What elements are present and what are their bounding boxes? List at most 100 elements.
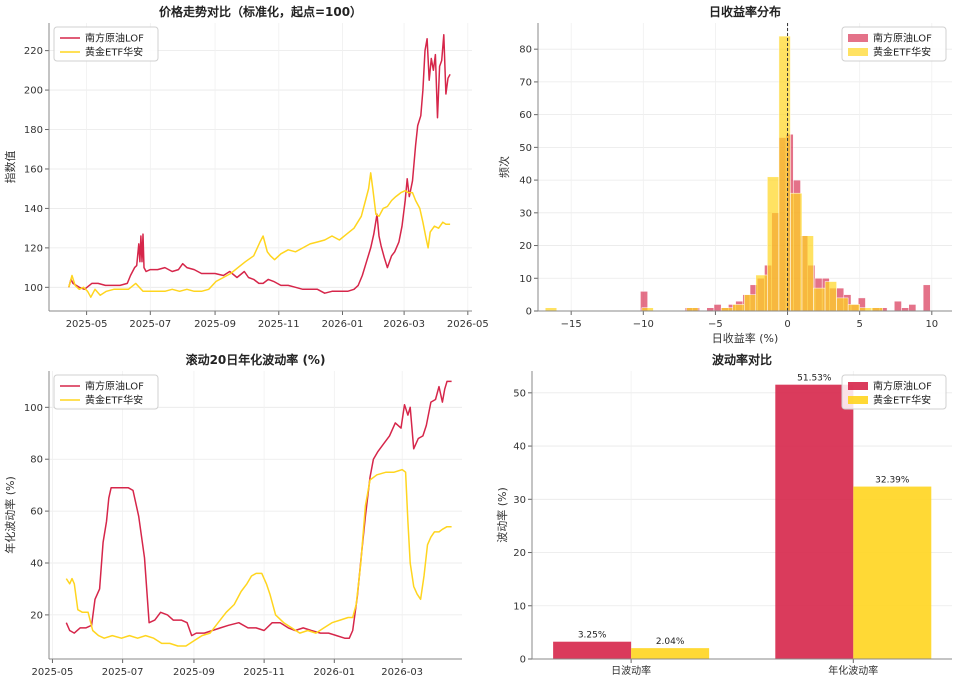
vol-x-tick-label: 2025-11 [243,667,285,678]
hist-y-tick-label: 0 [526,307,532,318]
volcmp-y-tick-label: 10 [513,601,526,612]
hist-bar-1 [790,192,803,312]
volcmp-bar-1 [631,648,710,659]
price-x-tick-label: 2026-03 [383,319,425,330]
hist-bar-0 [894,300,902,312]
hist-title: 日收益率分布 [709,4,781,19]
hist-x-axis-label: 日收益率 (%) [712,331,779,345]
hist-y-tick-label: 70 [519,77,532,88]
vol-y-tick-label: 80 [30,455,43,466]
hist-x-tick-label: 0 [784,319,790,330]
price-y-axis-label: 指数值 [3,151,17,184]
volcmp-title: 波动率对比 [712,352,772,367]
hist-bar-1 [767,176,780,312]
hist-legend-swatch [848,48,868,56]
hist-bar-0 [922,284,931,312]
volcmp-bar-0 [775,384,854,659]
hist-y-axis-label: 频次 [497,156,511,178]
hist-y-tick-label: 10 [519,274,532,285]
price-y-tick-label: 180 [24,125,43,136]
volcmp-y-tick-label: 40 [513,442,526,453]
hist-plot-area [538,23,952,311]
price-series-line-1 [68,172,451,298]
volcmp-data-label: 3.25% [578,631,607,641]
volcmp-y-tick-label: 0 [520,655,526,666]
hist-bar-1 [813,287,826,312]
hist-bar-1 [778,35,791,312]
vol-series-line-0 [65,380,452,639]
hist-bar-1 [847,304,860,312]
vol-legend-label: 黄金ETF华安 [85,394,143,407]
vol-x-tick-label: 2025-09 [173,667,215,678]
volcmp-data-label: 51.53% [797,374,832,384]
price-title: 价格走势对比（标准化，起点=100） [159,4,362,19]
vol-series-line-1 [65,468,452,647]
vol-x-tick-label: 2025-05 [32,667,74,678]
vol-plot-area [49,371,462,659]
vol-x-tick-label: 2025-07 [102,667,144,678]
vol-x-tick-label: 2026-01 [313,667,355,678]
hist-x-tick-label: −5 [708,319,723,330]
price-y-tick-label: 120 [24,243,43,254]
volcmp-bar-0 [553,641,632,659]
price-y-tick-label: 160 [24,164,43,175]
vol-title: 滚动20日年化波动率 (%) [186,352,326,367]
volcmp-legend-swatch [848,382,868,390]
price-y-tick-label: 200 [24,86,43,97]
vol-y-tick-label: 60 [30,507,43,518]
hist-bar-1 [801,235,814,312]
hist-y-tick-label: 60 [519,110,532,121]
price-y-tick-label: 140 [24,204,43,215]
price-y-tick-label: 100 [24,283,43,294]
hist-y-tick-label: 30 [519,208,532,219]
hist-bar-1 [732,304,745,312]
volcmp-legend-label: 黄金ETF华安 [873,394,931,407]
hist-bar-1 [744,294,757,312]
hist-legend-label: 南方原油LOF [873,32,932,45]
price-legend-label: 南方原油LOF [85,32,144,45]
hist-bar-1 [836,297,849,312]
price-legend-label: 黄金ETF华安 [85,46,143,59]
price-plot-area [49,23,472,311]
volcmp-legend-swatch [848,396,868,404]
volcmp-x-tick-label: 日波动率 [611,664,651,677]
hist-bar-0 [713,304,722,312]
hist-x-tick-label: 5 [856,319,862,330]
hist-bar-1 [755,274,768,312]
volcmp-legend-label: 南方原油LOF [873,380,932,393]
volcmp-y-axis-label: 波动率 (%) [495,487,509,543]
volcmp-data-label: 32.39% [875,476,910,486]
price-x-tick-label: 2025-09 [194,319,236,330]
hist-bar-0 [908,304,917,312]
volcmp-data-label: 2.04% [656,637,685,647]
price-x-tick-label: 2026-05 [447,319,489,330]
hist-y-tick-label: 50 [519,143,532,154]
price-x-tick-label: 2025-07 [129,319,171,330]
vol-x-tick-label: 2026-03 [381,667,423,678]
price-x-tick-label: 2026-01 [322,319,364,330]
price-y-tick-label: 220 [24,46,43,57]
vol-y-tick-label: 20 [30,610,43,621]
volcmp-y-tick-label: 50 [513,388,526,399]
vol-y-axis-label: 年化波动率 (%) [3,476,17,554]
hist-y-tick-label: 40 [519,176,532,187]
volcmp-y-tick-label: 30 [513,495,526,506]
vol-y-tick-label: 40 [30,559,43,570]
hist-legend-label: 黄金ETF华安 [873,46,931,59]
vol-legend-label: 南方原油LOF [85,380,144,393]
hist-x-tick-label: 10 [925,319,938,330]
price-x-tick-label: 2025-05 [66,319,108,330]
vol-y-tick-label: 100 [24,403,43,414]
price-x-tick-label: 2025-11 [258,319,300,330]
volcmp-y-tick-label: 20 [513,548,526,559]
volcmp-bar-1 [853,486,932,659]
volcmp-x-tick-label: 年化波动率 [828,664,878,677]
hist-x-tick-label: −10 [633,319,654,330]
hist-legend-swatch [848,34,868,42]
hist-y-tick-label: 20 [519,241,532,252]
price-series-line-0 [68,34,451,294]
hist-x-tick-label: −15 [561,319,582,330]
hist-y-tick-label: 80 [519,45,532,56]
